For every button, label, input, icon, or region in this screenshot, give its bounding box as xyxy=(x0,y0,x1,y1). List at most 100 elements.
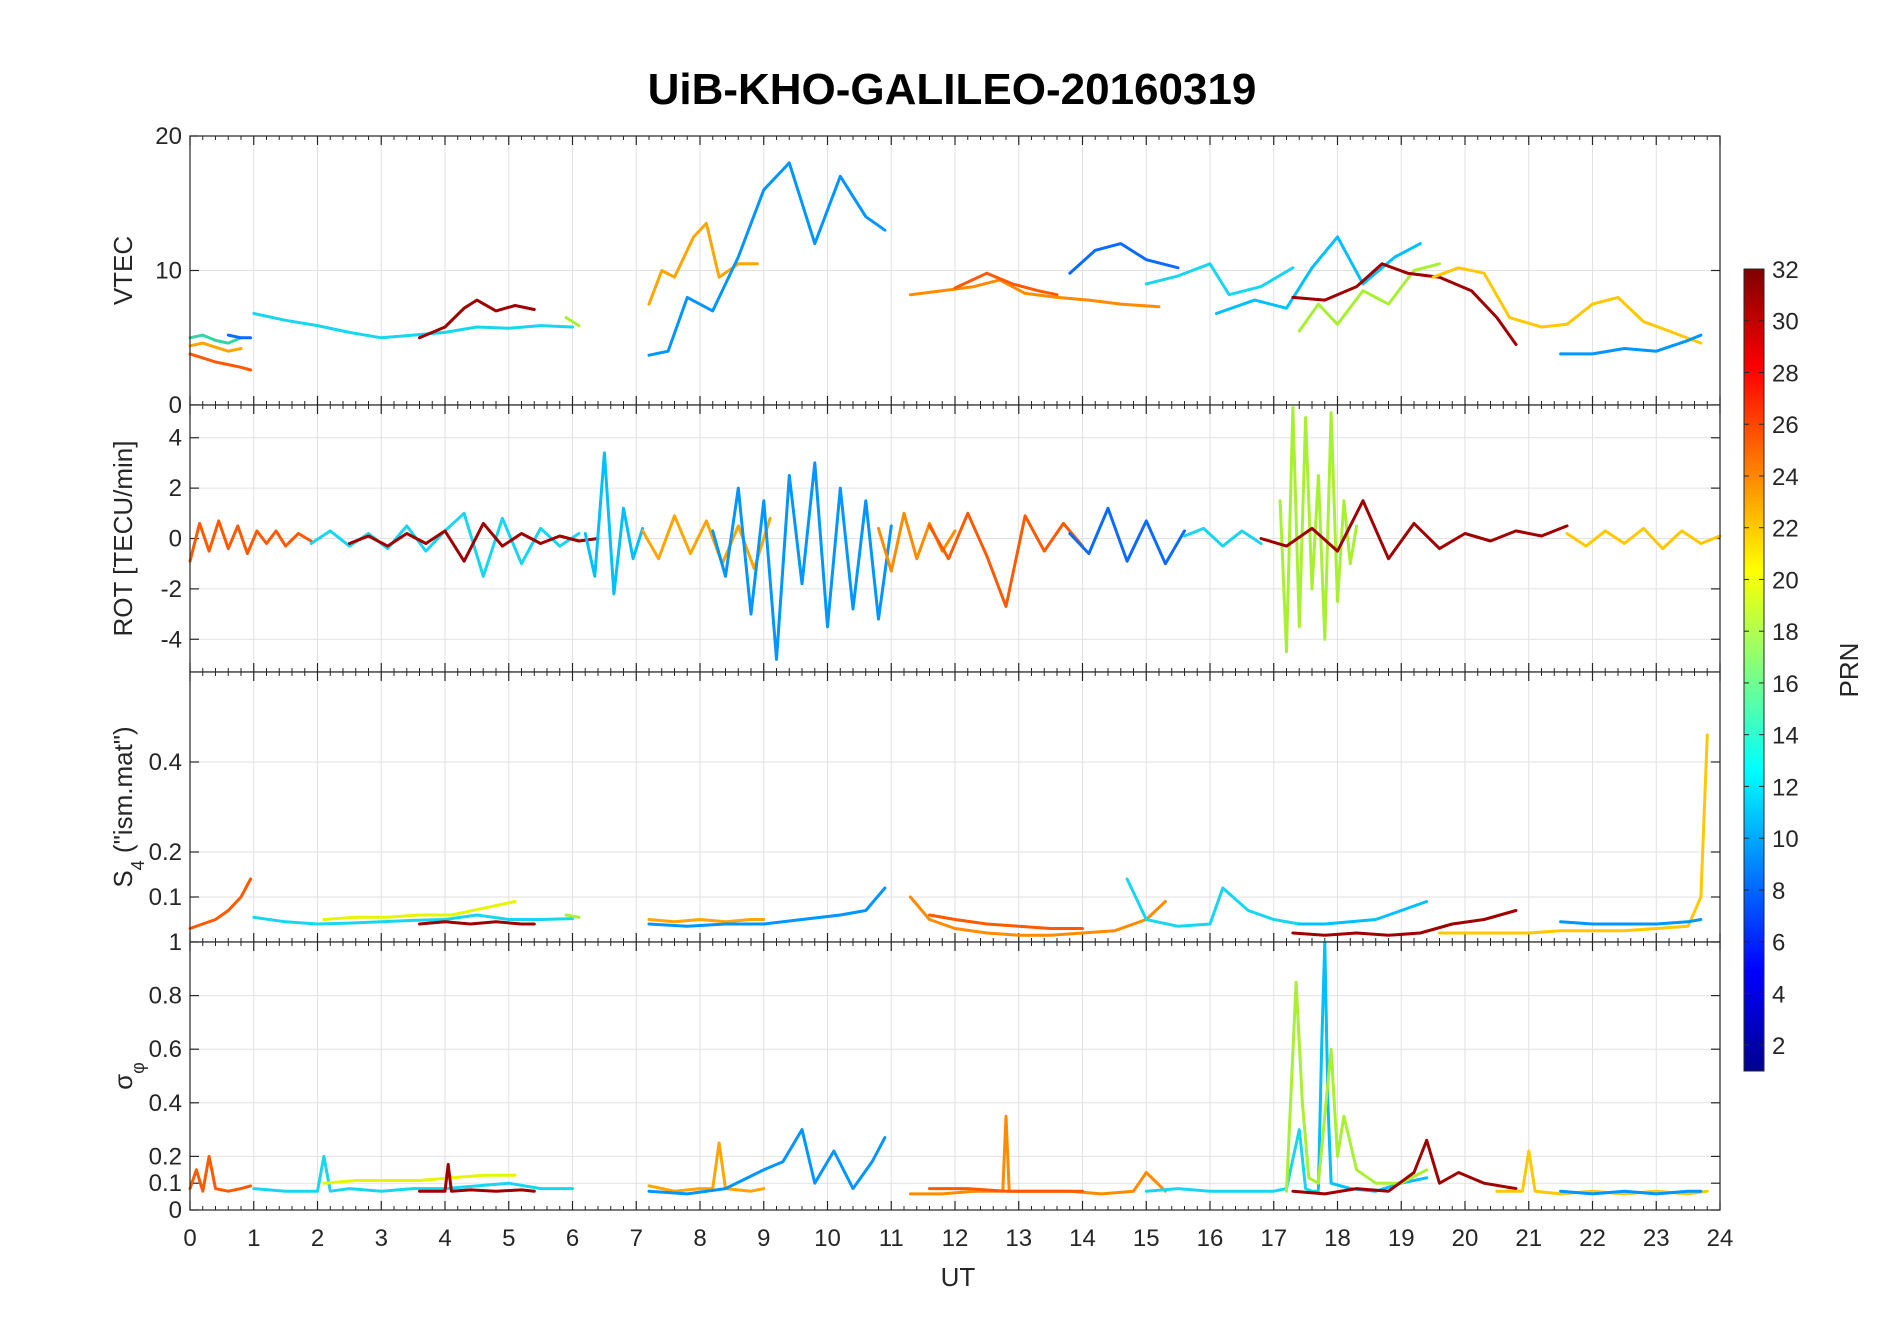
series-prn-25 xyxy=(188,877,253,930)
series-prn-21 xyxy=(1431,266,1703,345)
colorbar-tick-label: 26 xyxy=(1772,412,1799,439)
y-tick-label: -4 xyxy=(161,626,182,653)
series-prn-23 xyxy=(908,278,1161,309)
series-prn-25 xyxy=(928,1187,1084,1193)
colorbar-tick-label: 14 xyxy=(1772,723,1799,750)
colorbar-tick-label: 10 xyxy=(1772,826,1799,853)
y-tick-label: 0 xyxy=(169,1197,182,1224)
y-tick-label: 2 xyxy=(169,475,182,502)
x-tick-label: 21 xyxy=(1515,1225,1542,1252)
series-prn-22 xyxy=(641,514,772,571)
chart-title: UiB-KHO-GALILEO-20160319 xyxy=(648,65,1257,114)
x-tick-label: 17 xyxy=(1260,1225,1287,1252)
x-tick-label: 3 xyxy=(375,1225,388,1252)
series-prn-23 xyxy=(908,895,1167,937)
series-prn-9 xyxy=(647,886,887,928)
series-prn-12 xyxy=(1144,1128,1320,1193)
series-prn-12 xyxy=(1183,526,1263,548)
colorbar-tick-label: 8 xyxy=(1772,878,1785,905)
series-prn-11 xyxy=(583,451,645,596)
x-tick-label: 19 xyxy=(1388,1225,1415,1252)
x-tick-label: 18 xyxy=(1324,1225,1351,1252)
colorbar-tick-label: 18 xyxy=(1772,619,1799,646)
y-tick-label: 4 xyxy=(169,425,182,452)
y-label-subscript: φ xyxy=(128,1062,148,1074)
x-tick-label: 5 xyxy=(502,1225,515,1252)
series-prn-8 xyxy=(226,333,253,340)
y-tick-label: 0.1 xyxy=(149,884,182,911)
x-tick-label: 22 xyxy=(1579,1225,1606,1252)
axes-frame xyxy=(189,941,1721,1211)
series-group xyxy=(188,940,1709,1196)
series-prn-11 xyxy=(1316,940,1429,1193)
x-tick-label: 8 xyxy=(693,1225,706,1252)
panel-vtec: 0 10 20 VTEC xyxy=(108,123,1721,419)
y-label-subscript: 4 xyxy=(128,860,148,870)
panel-s4: 0.10.20.4S4 ("ism.mat") xyxy=(108,671,1721,943)
panel-rot: -4 -2 0 2 4 ROT [TECU/min] xyxy=(108,404,1722,673)
y-tick-label: 1 xyxy=(169,929,182,956)
y-tick-label: 0.8 xyxy=(149,983,182,1010)
series-prn-31 xyxy=(1259,499,1569,561)
series-prn-12 xyxy=(252,312,574,340)
y-tick-label: 0.2 xyxy=(149,1143,182,1170)
series-prn-9 xyxy=(1559,333,1703,356)
colorbar-tick-label: 22 xyxy=(1772,516,1799,543)
y-label-main: S xyxy=(108,870,138,887)
series-prn-9 xyxy=(1559,1189,1703,1196)
series-prn-31 xyxy=(418,920,536,926)
series-prn-8 xyxy=(1068,506,1186,566)
series-prn-17 xyxy=(1278,406,1359,654)
series-prn-22 xyxy=(188,341,243,353)
series-prn-8 xyxy=(1068,242,1180,275)
series-prn-25 xyxy=(188,352,253,372)
series-prn-14 xyxy=(188,333,243,345)
series-prn-17 xyxy=(1285,980,1429,1193)
series-prn-9 xyxy=(647,161,887,357)
series-group xyxy=(188,733,1709,937)
series-prn-9 xyxy=(711,461,893,661)
x-tick-label: 2 xyxy=(311,1225,324,1252)
colorbar-tick-label: 28 xyxy=(1772,360,1799,387)
series-prn-25 xyxy=(928,511,1084,608)
colorbar-tick-label: 24 xyxy=(1772,464,1799,491)
series-prn-9 xyxy=(1559,918,1703,926)
y-label-rest: ("ism.mat") xyxy=(108,726,138,860)
y-tick-label: 0.6 xyxy=(149,1036,182,1063)
y-tick-label: 0.1 xyxy=(149,1170,182,1197)
colorbar-gradient xyxy=(1743,268,1765,1072)
x-tick-label: 11 xyxy=(879,1225,904,1252)
y-tick-label: 0.2 xyxy=(149,839,182,866)
y-tick-label: 20 xyxy=(155,123,182,150)
y-axis-label-vtec: VTEC xyxy=(108,236,138,305)
series-prn-12 xyxy=(252,913,574,926)
series-group xyxy=(188,406,1722,661)
colorbar-tick-label: 4 xyxy=(1772,981,1785,1008)
series-prn-31 xyxy=(418,298,536,340)
x-tick-labels: 0 1 2 3 4 5 6 7 8 9 10 11 12 13 14 15 16 17 18 19 20 21 22 23 24 xyxy=(183,1225,1733,1252)
series-prn-22 xyxy=(647,918,766,924)
x-tick-label: 16 xyxy=(1197,1225,1224,1252)
series-prn-11 xyxy=(1214,235,1422,315)
y-tick-label: 0.4 xyxy=(149,749,182,776)
x-tick-label: 15 xyxy=(1133,1225,1160,1252)
colorbar-tick-label: 16 xyxy=(1772,671,1799,698)
colorbar-tick-label: 6 xyxy=(1772,930,1785,957)
y-axis-label-s4: S4 ("ism.mat") xyxy=(108,726,148,887)
series-prn-22 xyxy=(647,1141,766,1193)
colorbar-tick-label: 30 xyxy=(1772,309,1799,336)
y-tick-label: 0 xyxy=(169,392,182,419)
y-tick-label: 0.4 xyxy=(149,1090,182,1117)
series-prn-31 xyxy=(418,1162,536,1193)
series-prn-17 xyxy=(564,913,581,919)
series-prn-21 xyxy=(1438,733,1709,935)
series-group xyxy=(188,161,1703,372)
x-tick-label: 7 xyxy=(630,1225,643,1252)
x-tick-label: 1 xyxy=(247,1225,260,1252)
x-tick-label: 24 xyxy=(1707,1225,1734,1252)
series-prn-12 xyxy=(252,1154,574,1193)
x-tick-label: 0 xyxy=(183,1225,196,1252)
series-prn-20 xyxy=(322,1173,517,1185)
